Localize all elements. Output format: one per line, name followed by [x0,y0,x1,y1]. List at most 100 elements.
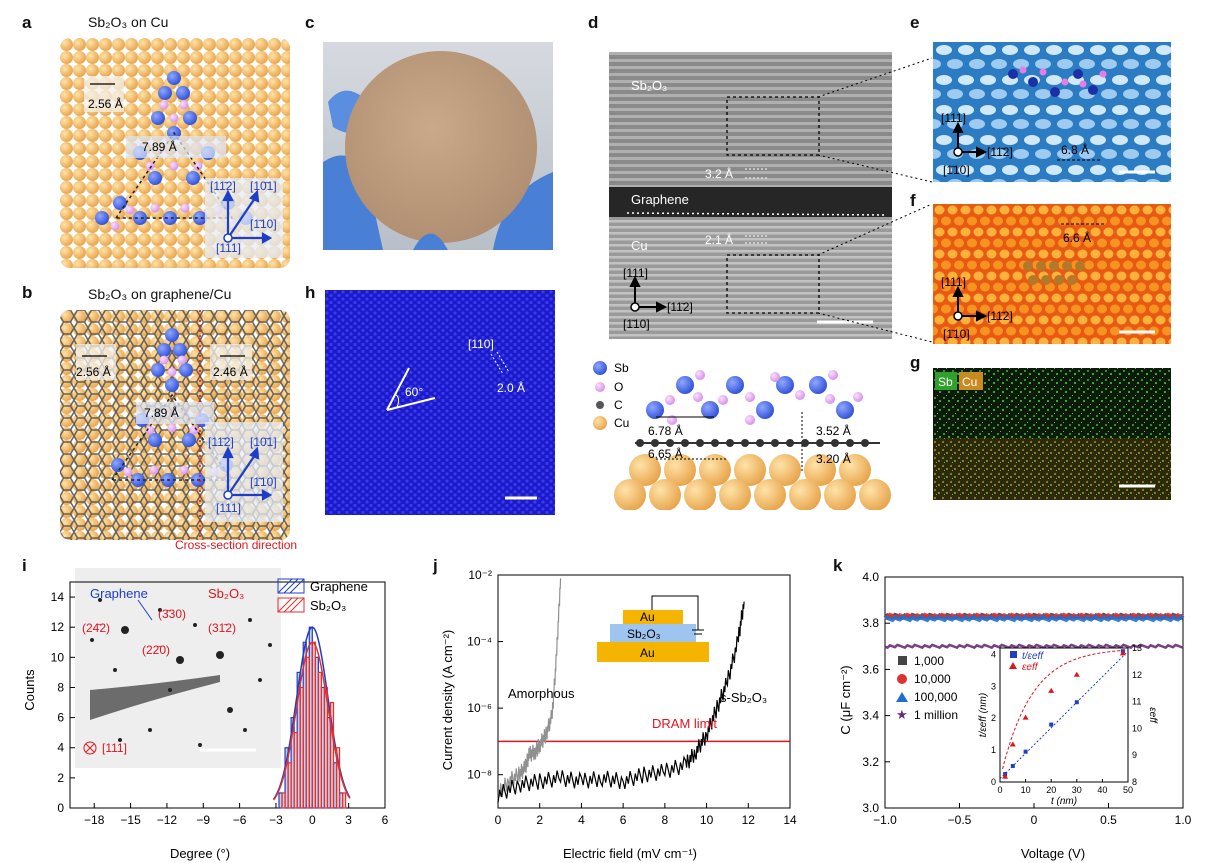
panel-d-zoom-lines [818,57,933,343]
chart-i-legend: Graphene Sb₂O₃ [277,578,368,613]
x-tick-label: −12 [157,813,178,827]
x-tick-label: −9 [196,813,210,827]
chart-i: Graphene Sb₂O₃ (3̄30) (24̄2) (31̄2) (22̄… [22,568,389,861]
panel-i-label: i [22,556,27,575]
chart-k-xlabel: Voltage (V) [1021,846,1085,861]
x-tick-label: 10 [700,813,714,827]
panel-e-axis2: [11̄2] [987,145,1013,159]
panel-d-layer-sb2o3: Sb₂O₃ [631,78,667,93]
y-tick-label: 10⁻² [468,568,492,582]
y-tick-label: 3.0 [862,801,879,815]
panel-d-spacing2: 2.1 Å [705,232,733,247]
bar-sb2o3 [341,792,347,809]
panel-h-dir: [110] [468,337,494,351]
inset-point-t-over-eps [1049,722,1054,727]
chart-i-frame [69,581,386,809]
x-tick-label: −3 [269,813,283,827]
bar-sb2o3 [287,762,292,809]
panel-b-dir3: [1̄10] [250,475,277,489]
x-tick-label: 2 [536,813,543,827]
inset-x-tick-label: 50 [1123,785,1133,795]
panel-d-atomic-model: Sb O C Cu 6.78 Å 6.65 Å 3.52 Å 3.20 Å [593,361,891,510]
panel-d-axis2: [11̄2] [667,300,693,314]
inset-legend-marker [1009,662,1017,669]
panel-f-spacing: 6.6 Å [1063,230,1091,245]
wafer [345,51,537,243]
panel-f-axis1: [111] [941,275,966,289]
x-tick-label: 0 [495,813,502,827]
panel-b-d2: 2.46 Å [213,364,248,379]
legend-c: C [614,398,623,412]
panel-f-axis3: [1̄10] [943,327,970,341]
bar-sb2o3 [293,732,298,809]
spot-220: (22̄0) [142,643,170,657]
y-tick-label: 8 [57,680,64,694]
panel-j-label: j [433,556,438,575]
label-s-sb2o3: s-Sb₂O₃ [720,690,767,705]
inset-point-t-over-eps [1023,749,1028,754]
panel-a-lattice: 2.56 Å 7.89 Å [11̄2] [10̄1] [1̄10] [111] [60,38,290,268]
inset-point-eps [1119,650,1126,656]
panel-d-layer-graphene: Graphene [631,192,689,207]
legend-o: O [614,380,623,394]
panel-e-axis1: [111] [941,111,966,125]
x-tick-label: −1.0 [873,813,897,827]
inset-legend-eps: εeff [1022,662,1039,673]
spot-330: (3̄30) [158,607,186,621]
legend-1000: 1,000 [914,654,944,668]
chart-j-xlabel: Electric field (mV cm⁻¹) [563,846,697,861]
spot-242: (24̄2) [82,621,110,635]
svg-text:★: ★ [896,707,908,722]
y-tick-label: 4 [57,741,64,755]
panel-d-label: d [588,13,599,32]
panel-d-axis1: [111] [623,266,648,280]
y-tick-label: 3.4 [862,709,879,723]
bar-sb2o3 [329,701,335,809]
chart-j: 0 2 4 6 8 10 12 14 10⁻² 10⁻⁴ 10⁻⁶ 10⁻⁸ Au Sb₂O₃ Au … [440,568,797,861]
panel-e-axis3: [1̄10] [943,163,970,177]
panel-d-axis3: [1̄10] [623,317,650,331]
inset-legend-marker [1010,651,1017,658]
device-stack-inset: Au Sb₂O₃ Au [597,595,709,662]
panel-a-d2: 7.89 Å [142,139,177,154]
panel-e-label: e [910,13,920,32]
panel-d-spacing1: 3.2 Å [705,166,733,181]
inset-x-tick-label: 40 [1097,785,1107,795]
panel-b-d3: 7.89 Å [144,405,179,420]
inset-yl-tick-label: 0 [991,777,996,787]
x-tick-label: −0.5 [948,813,972,827]
bar-sb2o3 [323,686,329,809]
panel-g-sb-tag: Sb [938,375,953,389]
x-tick-label: −6 [233,813,247,827]
inset-point-eps [1048,687,1055,693]
y-tick-label: 12 [51,620,65,634]
panel-f-axis2: [11̄2] [987,309,1013,323]
panel-a-dir2: [10̄1] [250,179,277,193]
gauss-fit-graphene [272,626,351,800]
inset-x-tick-label: 10 [1021,785,1031,795]
cv-series-3 [884,643,1184,650]
legend-graphene: Graphene [310,579,368,594]
panel-g-eds-map: Sb Cu [933,368,1171,500]
inset-yr-tick-label: 12 [1132,670,1142,680]
panel-h-angle: 60° [405,385,423,399]
y-tick-label: 3.6 [862,662,879,676]
panel-h-spacing: 2.0 Å [497,380,525,395]
bar-sb2o3 [305,656,310,809]
x-tick-label: 6 [382,813,389,827]
chart-k-ylabel: C (μF cm⁻²) [838,665,853,734]
legend-sb2o3: Sb₂O₃ [310,598,346,613]
y-tick-label: 10⁻⁸ [467,768,492,782]
x-tick-label: −18 [84,813,105,827]
x-tick-label: 14 [783,813,797,827]
bar-sb2o3 [317,671,322,809]
panel-a-dir3: [1̄10] [250,217,277,231]
panel-a-zone: [111] [216,241,241,255]
y-tick-label: 4.0 [862,570,879,584]
x-tick-label: 0 [1031,813,1038,827]
stack-bottom-au: Au [640,646,655,660]
iv-curve-amorphous [497,578,562,803]
panel-d-layer-cu: Cu [631,238,648,253]
panel-a-title: Sb₂O₃ on Cu [88,14,169,30]
